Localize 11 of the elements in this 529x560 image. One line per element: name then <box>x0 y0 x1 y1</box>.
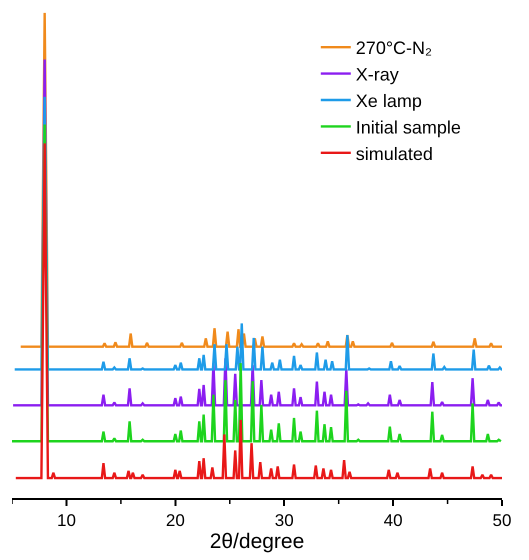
x-tick-label: 40 <box>384 511 403 530</box>
legend-label: Initial sample <box>356 117 461 138</box>
legend-label: Xe lamp <box>356 91 422 112</box>
legend-label: X-ray <box>356 64 399 85</box>
legend-label: simulated <box>356 144 433 164</box>
x-tick-label: 50 <box>492 511 512 530</box>
x-tick-label: 30 <box>274 511 294 530</box>
legend-label: 270°C-N₂ <box>356 38 432 58</box>
x-tick-label: 20 <box>166 511 185 530</box>
x-axis-title: 2θ/degree <box>210 530 304 554</box>
x-tick-label: 10 <box>56 511 76 530</box>
